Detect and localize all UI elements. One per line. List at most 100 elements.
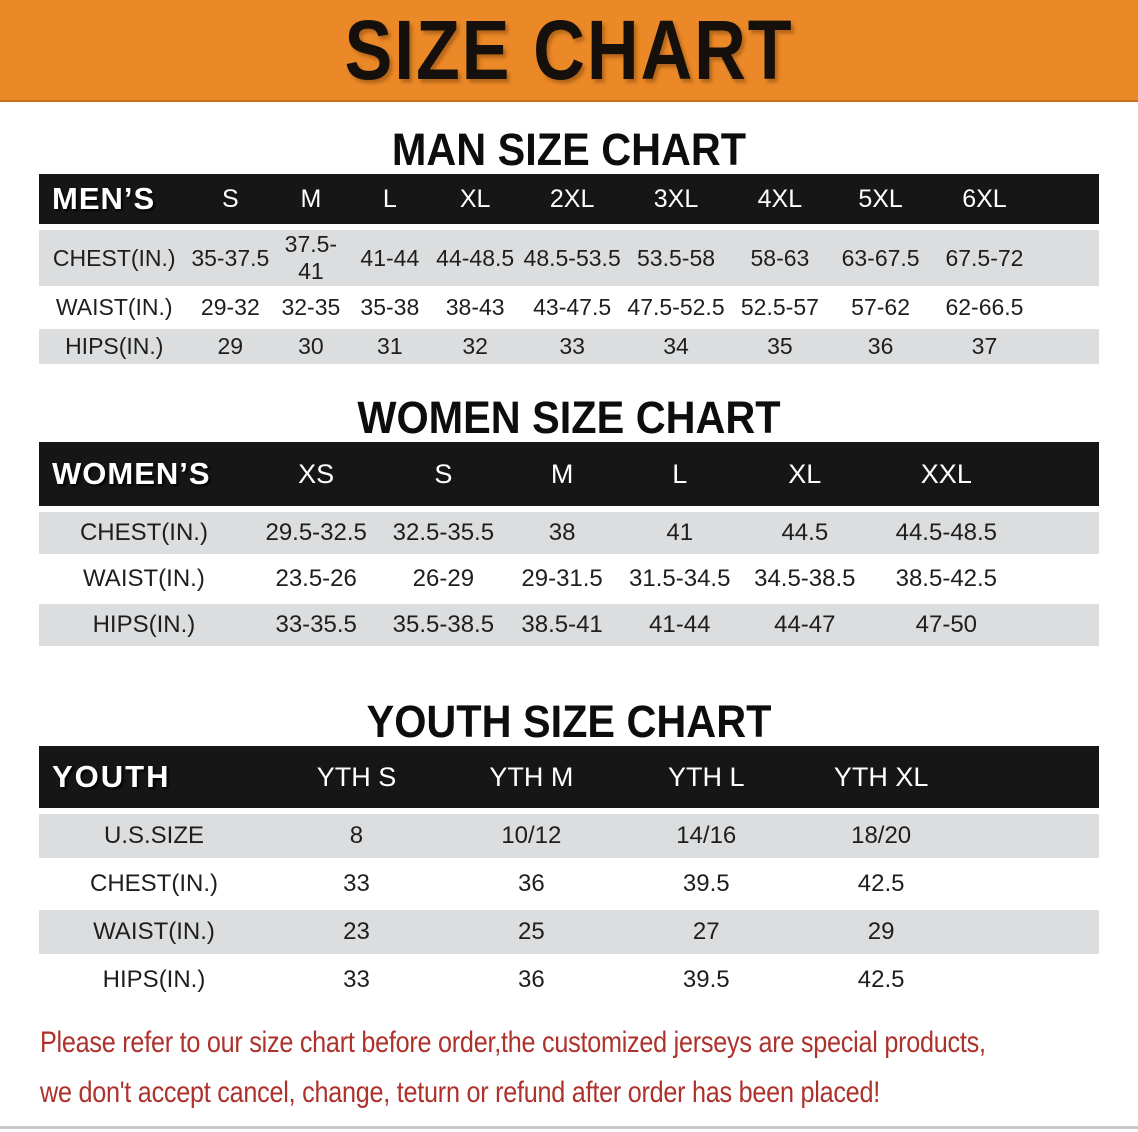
value-cell: 43-47.5 bbox=[521, 290, 624, 329]
value-cell: 44.5 bbox=[738, 512, 872, 558]
row-filler-cell bbox=[1021, 604, 1099, 650]
header-filler-cell bbox=[1038, 174, 1099, 230]
size-header-cell: 5XL bbox=[830, 174, 931, 230]
value-cell: 48.5-53.5 bbox=[521, 230, 624, 290]
row-filler-cell bbox=[1021, 558, 1099, 604]
value-cell: 38.5-42.5 bbox=[871, 558, 1022, 604]
value-cell: 33 bbox=[269, 862, 444, 910]
row-label-cell: HIPS(IN.) bbox=[39, 958, 270, 1006]
value-cell: 44.5-48.5 bbox=[871, 512, 1022, 558]
row-filler-cell bbox=[968, 910, 1099, 958]
value-cell: 36 bbox=[443, 862, 619, 910]
value-cell: 47-50 bbox=[871, 604, 1022, 650]
notice-line-1: Please refer to our size chart before or… bbox=[40, 1026, 986, 1059]
value-cell: 39.5 bbox=[618, 862, 794, 910]
value-cell: 34.5-38.5 bbox=[738, 558, 872, 604]
value-cell: 37 bbox=[930, 329, 1039, 368]
size-header-cell: YTH M bbox=[443, 746, 619, 814]
value-cell: 8 bbox=[269, 814, 444, 862]
size-header-cell: M bbox=[503, 442, 621, 512]
size-header-cell: YTH S bbox=[269, 746, 444, 814]
row-label-cell: HIPS(IN.) bbox=[39, 604, 249, 650]
value-cell: 29.5-32.5 bbox=[248, 512, 384, 558]
table-row: CHEST(IN.) 33 36 39.5 42.5 bbox=[39, 862, 1099, 910]
table-row: HIPS(IN.) 29 30 31 32 33 34 35 36 37 bbox=[39, 329, 1099, 368]
value-cell: 39.5 bbox=[618, 958, 794, 1006]
size-header-cell: XL bbox=[429, 174, 522, 230]
value-cell: 23.5-26 bbox=[248, 558, 384, 604]
table-row: HIPS(IN.) 33-35.5 35.5-38.5 38.5-41 41-44 44-… bbox=[39, 604, 1099, 650]
value-cell: 26-29 bbox=[383, 558, 504, 604]
size-header-cell: 3XL bbox=[623, 174, 730, 230]
youth-size-table: YOUTH YTH S YTH M YTH L YTH XL U.S.SIZE 8 10/1… bbox=[39, 746, 1099, 1006]
size-header-cell: XL bbox=[738, 442, 872, 512]
value-cell: 29 bbox=[189, 329, 272, 368]
value-cell: 44-48.5 bbox=[429, 230, 522, 290]
value-cell: 14/16 bbox=[618, 814, 794, 862]
value-cell: 63-67.5 bbox=[830, 230, 931, 290]
row-filler-cell bbox=[1038, 290, 1099, 329]
value-cell: 35 bbox=[729, 329, 831, 368]
row-label-cell: WAIST(IN.) bbox=[39, 558, 249, 604]
value-cell: 41-44 bbox=[620, 604, 739, 650]
value-cell: 57-62 bbox=[830, 290, 931, 329]
row-filler-cell bbox=[968, 862, 1099, 910]
refund-notice: Please refer to our size chart before or… bbox=[40, 1018, 1138, 1118]
row-filler-cell bbox=[1038, 230, 1099, 290]
value-cell: 42.5 bbox=[793, 862, 969, 910]
size-header-row: MEN’S S M L XL 2XL 3XL 4XL 5XL 6XL bbox=[39, 174, 1099, 230]
row-label-cell: U.S.SIZE bbox=[39, 814, 270, 862]
row-label-cell: CHEST(IN.) bbox=[39, 862, 270, 910]
men-size-table: MEN’S S M L XL 2XL 3XL 4XL 5XL 6XL CHEST(IN.) 35-3… bbox=[39, 174, 1099, 368]
value-cell: 27 bbox=[618, 910, 794, 958]
size-header-cell: S bbox=[383, 442, 504, 512]
value-cell: 18/20 bbox=[793, 814, 969, 862]
table-row: CHEST(IN.) 29.5-32.5 32.5-35.5 38 41 44.5 44.5… bbox=[39, 512, 1099, 558]
table-title-cell: YOUTH bbox=[39, 746, 270, 814]
row-label-cell: WAIST(IN.) bbox=[39, 290, 190, 329]
table-row: U.S.SIZE 8 10/12 14/16 18/20 bbox=[39, 814, 1099, 862]
size-header-cell: L bbox=[620, 442, 739, 512]
youth-section-heading: YOUTH SIZE CHART bbox=[366, 696, 772, 747]
row-filler-cell bbox=[1038, 329, 1099, 368]
size-header-cell: XS bbox=[248, 442, 384, 512]
row-filler-cell bbox=[1021, 512, 1099, 558]
value-cell: 32-35 bbox=[271, 290, 351, 329]
table-title-cell: WOMEN’S bbox=[39, 442, 249, 512]
value-cell: 33 bbox=[521, 329, 624, 368]
value-cell: 32 bbox=[429, 329, 522, 368]
value-cell: 34 bbox=[623, 329, 730, 368]
table-row: CHEST(IN.) 35-37.5 37.5-41 41-44 44-48.5 48.5… bbox=[39, 230, 1099, 290]
header-filler-cell bbox=[1021, 442, 1099, 512]
value-cell: 52.5-57 bbox=[729, 290, 831, 329]
size-header-cell: M bbox=[271, 174, 351, 230]
size-header-cell: YTH L bbox=[618, 746, 794, 814]
value-cell: 10/12 bbox=[443, 814, 619, 862]
value-cell: 33 bbox=[269, 958, 444, 1006]
value-cell: 62-66.5 bbox=[930, 290, 1039, 329]
size-header-row: WOMEN’S XS S M L XL XXL bbox=[39, 442, 1099, 512]
header-filler-cell bbox=[968, 746, 1099, 814]
value-cell: 29-31.5 bbox=[503, 558, 621, 604]
value-cell: 32.5-35.5 bbox=[383, 512, 504, 558]
value-cell: 35-38 bbox=[350, 290, 430, 329]
row-label-cell: HIPS(IN.) bbox=[39, 329, 190, 368]
value-cell: 31.5-34.5 bbox=[620, 558, 739, 604]
table-row: WAIST(IN.) 23 25 27 29 bbox=[39, 910, 1099, 958]
value-cell: 41-44 bbox=[350, 230, 430, 290]
row-label-cell: WAIST(IN.) bbox=[39, 910, 270, 958]
value-cell: 41 bbox=[620, 512, 739, 558]
row-filler-cell bbox=[968, 814, 1099, 862]
value-cell: 53.5-58 bbox=[623, 230, 730, 290]
row-filler-cell bbox=[968, 958, 1099, 1006]
value-cell: 36 bbox=[443, 958, 619, 1006]
value-cell: 67.5-72 bbox=[930, 230, 1039, 290]
value-cell: 30 bbox=[271, 329, 351, 368]
size-chart-banner: SIZE CHART bbox=[0, 0, 1138, 102]
women-section-heading: WOMEN SIZE CHART bbox=[357, 392, 781, 443]
notice-line-2: we don't accept cancel, change, teturn o… bbox=[40, 1076, 880, 1109]
value-cell: 25 bbox=[443, 910, 619, 958]
size-header-cell: XXL bbox=[871, 442, 1022, 512]
size-header-cell: L bbox=[350, 174, 430, 230]
table-row: HIPS(IN.) 33 36 39.5 42.5 bbox=[39, 958, 1099, 1006]
